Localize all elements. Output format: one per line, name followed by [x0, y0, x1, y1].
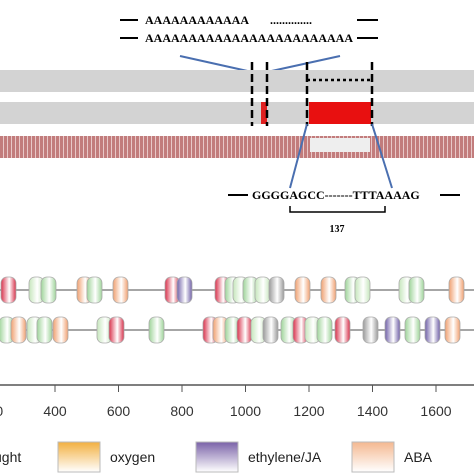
legend-label: ught	[0, 449, 21, 465]
legend-swatch	[351, 441, 395, 473]
markers	[250, 62, 374, 126]
length-label: 137	[330, 224, 345, 235]
element	[254, 276, 271, 304]
tick-label: 1000	[230, 403, 261, 419]
element	[236, 316, 253, 344]
element	[148, 316, 165, 344]
seq-long: AAAAAAAAAAAAAAAAAAAAAAAA	[145, 31, 353, 45]
element	[10, 316, 27, 344]
element	[362, 316, 379, 344]
tick-label: 1600	[420, 403, 451, 419]
element	[0, 276, 17, 304]
tick-label: 200	[0, 403, 3, 419]
element	[316, 316, 333, 344]
element	[408, 276, 425, 304]
element	[448, 276, 465, 304]
gap	[310, 138, 370, 152]
tick-label: 600	[107, 403, 131, 419]
element	[36, 316, 53, 344]
legend-label: oxygen	[110, 449, 155, 465]
legend-swatch	[57, 441, 101, 473]
connector	[266, 55, 341, 73]
axis: 200 400 600 800 1000 1200 1400 1600	[0, 385, 452, 419]
legend-label: ethylene/JA	[248, 449, 322, 465]
insert	[261, 102, 267, 124]
element	[384, 316, 401, 344]
connector	[371, 123, 393, 189]
element	[176, 276, 193, 304]
legend-label: ABA	[404, 449, 433, 465]
legend: ught oxygen ethylene/JA ABA	[0, 441, 433, 473]
element	[262, 316, 279, 344]
element	[334, 316, 351, 344]
track	[0, 70, 474, 92]
connector	[289, 123, 308, 189]
element	[112, 276, 129, 304]
seq-short: AAAAAAAAAAAA	[145, 13, 249, 27]
element	[320, 276, 337, 304]
elements	[0, 276, 465, 344]
seq-dots: ..............	[270, 13, 312, 27]
tick-label: 1200	[293, 403, 324, 419]
bracket	[289, 206, 386, 213]
motif: GGGGAGCC-------TTTAAAAG	[252, 188, 420, 202]
legend-swatch	[195, 441, 239, 473]
element	[86, 276, 103, 304]
track	[0, 102, 474, 124]
striped-track	[0, 136, 474, 158]
element	[40, 276, 57, 304]
tick-label: 1400	[357, 403, 388, 419]
element	[108, 316, 125, 344]
element	[444, 316, 461, 344]
element	[424, 316, 441, 344]
element	[404, 316, 421, 344]
connector	[179, 55, 253, 73]
element	[268, 276, 285, 304]
element	[294, 276, 311, 304]
element	[354, 276, 371, 304]
element	[52, 316, 69, 344]
insert	[309, 102, 371, 124]
tick-label: 800	[170, 403, 194, 419]
tick-label: 400	[43, 403, 67, 419]
